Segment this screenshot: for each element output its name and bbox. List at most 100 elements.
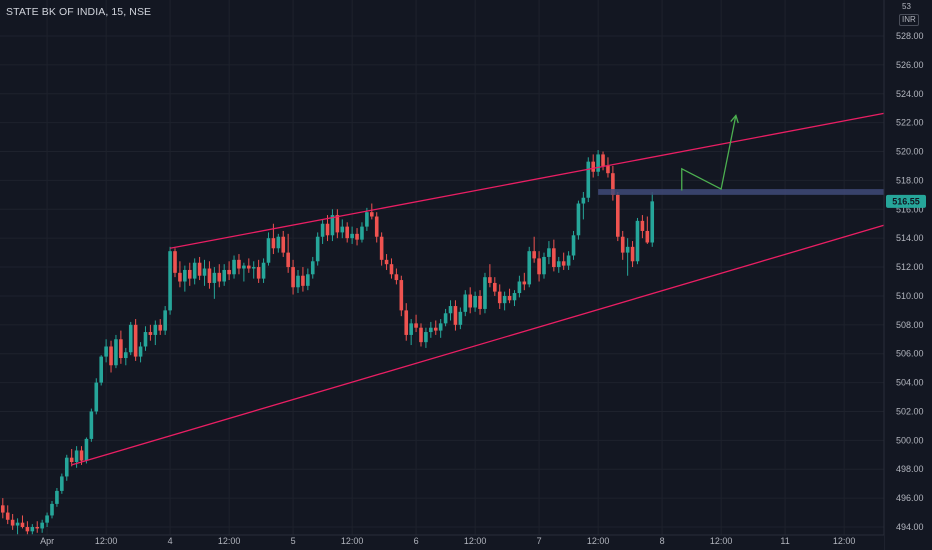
- candle[interactable]: [542, 252, 546, 279]
- candle[interactable]: [355, 228, 359, 246]
- trendline-upper[interactable]: [169, 111, 889, 249]
- candle[interactable]: [537, 251, 541, 282]
- candle[interactable]: [291, 259, 295, 295]
- projection-arrow[interactable]: [681, 115, 737, 191]
- candle[interactable]: [512, 290, 517, 307]
- candle[interactable]: [409, 319, 413, 346]
- candle[interactable]: [576, 200, 581, 240]
- candle[interactable]: [251, 261, 256, 279]
- candle[interactable]: [384, 254, 389, 270]
- candle[interactable]: [183, 265, 187, 292]
- candle[interactable]: [433, 320, 438, 335]
- candle[interactable]: [389, 258, 394, 279]
- candle[interactable]: [25, 521, 30, 535]
- candle[interactable]: [443, 308, 448, 327]
- candle[interactable]: [119, 330, 123, 364]
- candle[interactable]: [84, 437, 89, 464]
- candle[interactable]: [296, 269, 300, 294]
- candle[interactable]: [256, 259, 261, 283]
- candle[interactable]: [114, 334, 118, 369]
- candle[interactable]: [242, 262, 246, 282]
- candle[interactable]: [448, 300, 453, 321]
- candle[interactable]: [40, 519, 44, 533]
- candle[interactable]: [237, 254, 241, 275]
- candle[interactable]: [124, 347, 128, 366]
- candle[interactable]: [596, 150, 600, 177]
- candle[interactable]: [532, 236, 536, 263]
- price-axis[interactable]: 528.00 526.00 524.00 522.00 520.00 518.00 516.…: [883, 0, 932, 550]
- candle[interactable]: [89, 408, 94, 442]
- candle[interactable]: [552, 239, 556, 272]
- candle[interactable]: [586, 157, 591, 203]
- candle[interactable]: [187, 262, 192, 286]
- candle[interactable]: [458, 307, 463, 330]
- candle[interactable]: [497, 284, 502, 309]
- resistance-zone[interactable]: [598, 189, 932, 195]
- candle[interactable]: [153, 320, 158, 346]
- candle[interactable]: [128, 321, 133, 356]
- candle[interactable]: [571, 230, 576, 260]
- candle[interactable]: [104, 339, 108, 363]
- candle[interactable]: [325, 215, 330, 242]
- candle[interactable]: [45, 512, 49, 527]
- candle[interactable]: [74, 446, 79, 468]
- candle[interactable]: [281, 230, 286, 257]
- candle[interactable]: [640, 215, 645, 239]
- candle[interactable]: [561, 252, 566, 270]
- candle[interactable]: [0, 498, 5, 519]
- candle[interactable]: [522, 272, 527, 291]
- candle[interactable]: [493, 277, 497, 296]
- candle[interactable]: [261, 258, 266, 283]
- candle[interactable]: [286, 233, 290, 273]
- candle[interactable]: [212, 267, 217, 299]
- candle[interactable]: [488, 264, 492, 288]
- time-axis[interactable]: Apr 12:00 4 12:00 5 12:00 6 12:00 7 12:00 8 12:00 11…: [0, 534, 884, 550]
- candle[interactable]: [30, 524, 35, 535]
- candle[interactable]: [340, 219, 345, 239]
- candle[interactable]: [133, 319, 138, 361]
- candle[interactable]: [502, 291, 507, 311]
- candle[interactable]: [556, 256, 561, 273]
- candle[interactable]: [399, 275, 404, 317]
- candle[interactable]: [625, 238, 630, 276]
- candle[interactable]: [173, 248, 177, 278]
- candle[interactable]: [379, 232, 384, 266]
- candle[interactable]: [163, 306, 167, 335]
- candle[interactable]: [320, 219, 325, 244]
- candle[interactable]: [478, 290, 482, 315]
- candle[interactable]: [94, 378, 99, 415]
- candle[interactable]: [192, 258, 197, 285]
- candle[interactable]: [247, 258, 251, 273]
- candle[interactable]: [566, 251, 571, 270]
- candle[interactable]: [404, 303, 409, 341]
- candle[interactable]: [453, 300, 458, 331]
- candle[interactable]: [20, 515, 25, 529]
- candle[interactable]: [630, 241, 635, 268]
- symbol-title[interactable]: STATE BK OF INDIA, 15, NSE: [6, 6, 152, 18]
- candle[interactable]: [207, 261, 212, 289]
- candle[interactable]: [158, 319, 163, 335]
- candle[interactable]: [109, 340, 113, 373]
- candle[interactable]: [315, 232, 320, 266]
- candle[interactable]: [345, 222, 349, 243]
- candle[interactable]: [217, 264, 222, 288]
- candle[interactable]: [148, 324, 153, 341]
- candle[interactable]: [591, 154, 595, 178]
- candle[interactable]: [266, 232, 271, 266]
- candle[interactable]: [601, 151, 605, 171]
- candle[interactable]: [64, 454, 69, 481]
- candle[interactable]: [335, 209, 340, 239]
- candle[interactable]: [645, 216, 650, 244]
- candle[interactable]: [473, 291, 477, 312]
- candle[interactable]: [178, 261, 182, 288]
- candle[interactable]: [350, 226, 354, 244]
- candle[interactable]: [55, 488, 59, 507]
- candle[interactable]: [370, 203, 374, 220]
- candle[interactable]: [414, 314, 418, 333]
- candle[interactable]: [483, 272, 487, 314]
- candle[interactable]: [635, 217, 640, 265]
- candle[interactable]: [15, 518, 20, 535]
- candle[interactable]: [394, 268, 399, 285]
- candle[interactable]: [527, 246, 532, 288]
- candle[interactable]: [517, 275, 522, 298]
